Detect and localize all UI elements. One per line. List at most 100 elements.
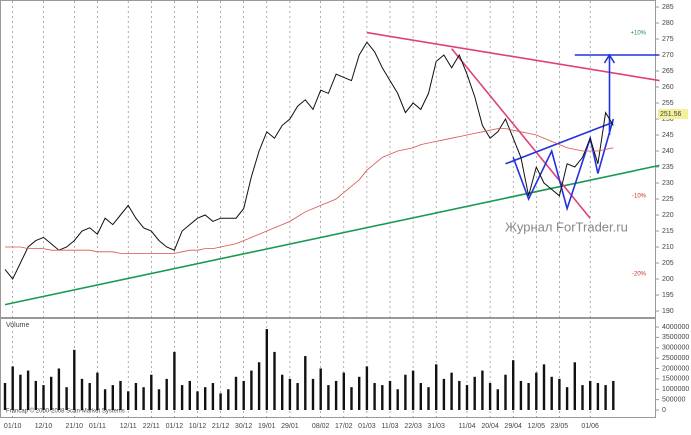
percent-label: -10% [632,194,647,200]
x-tick-label: 01/03 [358,423,376,430]
volume-bar [327,385,330,410]
volume-bar [504,374,507,410]
arrow-head [603,53,616,64]
x-tick-label: 01/12 [166,423,184,430]
x-tick-label: 20/04 [481,423,499,430]
volume-bar [3,383,7,410]
volume-bar [88,383,91,410]
volume-bar [11,366,14,410]
volume-bar [265,329,268,410]
volume-bar [512,360,515,410]
y-tick-label: 2500000 [662,355,689,362]
volume-bar [488,383,492,410]
volume-bar [542,364,546,410]
volume-bar [427,387,430,410]
volume-bar [319,368,322,410]
volume-bar [134,383,138,410]
x-tick-label: 11/03 [382,423,399,430]
volume-bar [550,376,553,410]
volume-bar [435,364,438,410]
price-badge [658,109,688,120]
volume-bar [65,387,68,410]
volume-bar [373,383,376,410]
watermark: Журнал ForTrader.ru [505,219,628,234]
volume-bar [450,372,453,410]
volume-bar [350,387,353,410]
x-tick-label: 22/03 [404,423,422,430]
volume-bar [388,380,392,410]
x-tick-label: 22/11 [143,423,160,430]
volume-bar [204,387,207,410]
y-tick-label: 285 [662,4,674,11]
x-tick-label: 29/04 [504,423,522,430]
volume-bar [596,383,600,410]
y-tick-label: 250 [662,116,674,123]
volume-bar [304,356,307,410]
y-tick-label: 2000000 [662,365,689,372]
x-tick-label: 30/12 [235,423,253,430]
y-tick-label: 230 [662,180,674,187]
volume-bar [50,376,53,410]
volume-bar [365,366,369,410]
percent-label: -20% [632,272,647,278]
price-panel [0,0,656,318]
percent-label: +10% [630,31,646,37]
x-tick-label: 12/05 [528,423,546,430]
x-tick-label: 17/02 [335,423,353,430]
x-tick-label: 12/10 [35,423,53,430]
volume-bar [311,378,315,410]
volume-bar [481,370,484,410]
volume-bar [242,380,245,410]
volume-bar [165,378,168,410]
volume-bar [227,389,230,410]
volume-bar [80,378,84,410]
volume-bar [396,389,399,410]
y-tick-label: 1000000 [662,386,689,393]
x-tick-label: 31/03 [427,423,445,430]
x-tick-label: 01/06 [581,423,599,430]
volume-bar [211,383,215,410]
x-tick-label: 10/12 [189,423,207,430]
volume-bar [411,370,415,410]
y-tick-label: 4000000 [662,324,689,331]
volume-bar [234,376,238,410]
price-line [4,41,614,280]
x-tick-label: 19/01 [258,423,276,430]
x-tick-label: 21/10 [66,423,84,430]
volume-bar [196,391,199,410]
y-tick-label: 3500000 [662,334,689,341]
y-tick-label: 3000000 [662,345,689,352]
y-tick-label: 255 [662,100,674,107]
y-tick-label: 190 [662,308,674,315]
volume-bar [527,383,530,410]
volume-bar [565,387,569,410]
volume-bar [589,380,592,410]
volume-bar [419,383,422,410]
volume-bar [180,385,184,410]
trendline [450,48,591,219]
volume-bar [142,387,145,410]
volume-bar [358,376,361,410]
y-tick-label: 225 [662,196,674,203]
volume-bar [442,378,446,410]
volume-bar [612,380,615,410]
volume-bar [73,349,76,410]
y-tick-label: 275 [662,36,674,43]
trendline [512,118,615,212]
volume-bar [57,368,61,410]
y-tick-label: 195 [662,292,674,299]
y-tick-label: 500000 [662,396,685,403]
volume-bar [19,374,22,410]
y-tick-label: 240 [662,148,674,155]
volume-bar [519,380,523,410]
volume-bar [604,385,607,410]
volume-bar [103,389,107,410]
volume-bar [288,378,292,410]
volume-bar [281,374,284,410]
volume-bar [573,362,576,410]
y-tick-label: 245 [662,132,674,139]
volume-bar [458,380,461,410]
volume-title: Volume [6,322,29,329]
x-tick-label: 01/10 [4,423,22,430]
